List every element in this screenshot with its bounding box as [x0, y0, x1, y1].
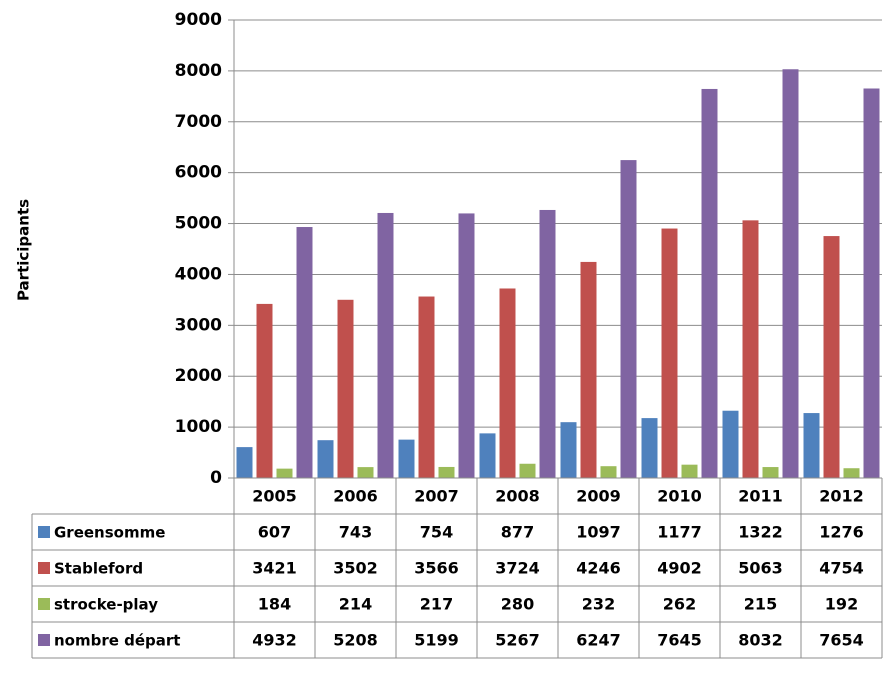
- bar: [276, 468, 293, 478]
- data-label: 217: [420, 595, 453, 614]
- bar: [600, 466, 617, 478]
- y-tick-label: 1000: [175, 417, 222, 437]
- bar: [317, 440, 334, 478]
- data-label: 214: [339, 595, 372, 614]
- legend-swatch: [38, 634, 50, 646]
- data-label: 8032: [738, 631, 783, 650]
- bar: [722, 410, 739, 478]
- bar: [296, 227, 313, 478]
- data-label: 6247: [576, 631, 621, 650]
- bar: [438, 466, 455, 478]
- bars: [236, 69, 880, 479]
- legend-label: strocke-play: [54, 596, 158, 614]
- data-label: 1177: [657, 523, 702, 542]
- x-tick-label: 2005: [252, 487, 297, 506]
- data-label: 4902: [657, 559, 702, 578]
- bar: [782, 69, 799, 479]
- y-tick-label: 6000: [175, 163, 222, 183]
- data-label: 1097: [576, 523, 621, 542]
- bar: [398, 439, 415, 478]
- bar: [641, 418, 658, 478]
- data-label: 607: [258, 523, 291, 542]
- bar: [580, 261, 597, 478]
- data-label: 215: [744, 595, 777, 614]
- y-axis-label: Participants: [15, 199, 33, 301]
- y-tick-label: 4000: [175, 264, 222, 284]
- x-tick-label: 2010: [657, 487, 702, 506]
- bar: [803, 413, 820, 478]
- legend-swatch: [38, 526, 50, 538]
- y-tick-label: 5000: [175, 214, 222, 234]
- bar: [843, 468, 860, 478]
- bar: [519, 463, 536, 478]
- legend-swatch: [38, 562, 50, 574]
- data-label: 5267: [495, 631, 540, 650]
- data-label: 280: [501, 595, 534, 614]
- data-label: 262: [663, 595, 696, 614]
- bar: [377, 212, 394, 478]
- bar: [863, 88, 880, 478]
- legend-swatch: [38, 598, 50, 610]
- data-label: 192: [825, 595, 858, 614]
- data-label: 4754: [819, 559, 864, 578]
- data-label: 7654: [819, 631, 864, 650]
- y-axis-ticks: 0 1000 2000 3000 4000 5000 6000 7000 8000 9000: [175, 10, 222, 488]
- x-tick-label: 2007: [414, 487, 459, 506]
- bar: [458, 213, 475, 479]
- x-tick-label: 2011: [738, 487, 783, 506]
- bar: [701, 88, 718, 479]
- data-label: 5063: [738, 559, 783, 578]
- x-tick-label: 2006: [333, 487, 378, 506]
- data-label: 877: [501, 523, 534, 542]
- bar: [357, 467, 374, 478]
- legend-label: Stableford: [54, 560, 143, 578]
- bar: [762, 467, 779, 478]
- bar: [236, 447, 253, 478]
- y-tick-label: 8000: [175, 61, 222, 81]
- bar: [418, 296, 435, 478]
- legend-label: Greensomme: [54, 524, 165, 542]
- data-label: 743: [339, 523, 372, 542]
- data-table: 2005 2006 2007 2008 2009 2010 2011 2012 Greensom…: [31, 477, 883, 659]
- y-tick-label: 9000: [175, 10, 222, 30]
- data-label: 1322: [738, 523, 783, 542]
- bar: [620, 160, 637, 478]
- y-tick-label: 2000: [175, 366, 222, 386]
- bar: [337, 299, 354, 478]
- data-label: 3502: [333, 559, 378, 578]
- data-label: 4246: [576, 559, 621, 578]
- data-label: 754: [420, 523, 453, 542]
- y-tick-label: 3000: [175, 315, 222, 335]
- data-label: 3421: [252, 559, 297, 578]
- bar: [742, 220, 759, 478]
- data-label: 4932: [252, 631, 297, 650]
- y-tick-label: 7000: [175, 112, 222, 132]
- x-tick-label: 2009: [576, 487, 621, 506]
- data-label: 232: [582, 595, 615, 614]
- bar: [661, 228, 678, 478]
- data-label: 5199: [414, 631, 459, 650]
- bar: [539, 209, 556, 479]
- y-tick-label: 0: [210, 468, 222, 488]
- data-label: 7645: [657, 631, 702, 650]
- bar: [499, 288, 516, 478]
- data-label: 3566: [414, 559, 459, 578]
- x-tick-label: 2012: [819, 487, 864, 506]
- data-label: 1276: [819, 523, 864, 542]
- x-tick-label: 2008: [495, 487, 540, 506]
- bar: [823, 236, 840, 478]
- data-label: 184: [258, 595, 291, 614]
- data-label: 5208: [333, 631, 378, 650]
- bar: [681, 464, 698, 478]
- bar: [560, 422, 577, 478]
- bar: [256, 303, 273, 478]
- legend-label: nombre départ: [54, 632, 180, 650]
- data-label: 3724: [495, 559, 540, 578]
- bar: [479, 433, 496, 478]
- axes: [228, 19, 235, 479]
